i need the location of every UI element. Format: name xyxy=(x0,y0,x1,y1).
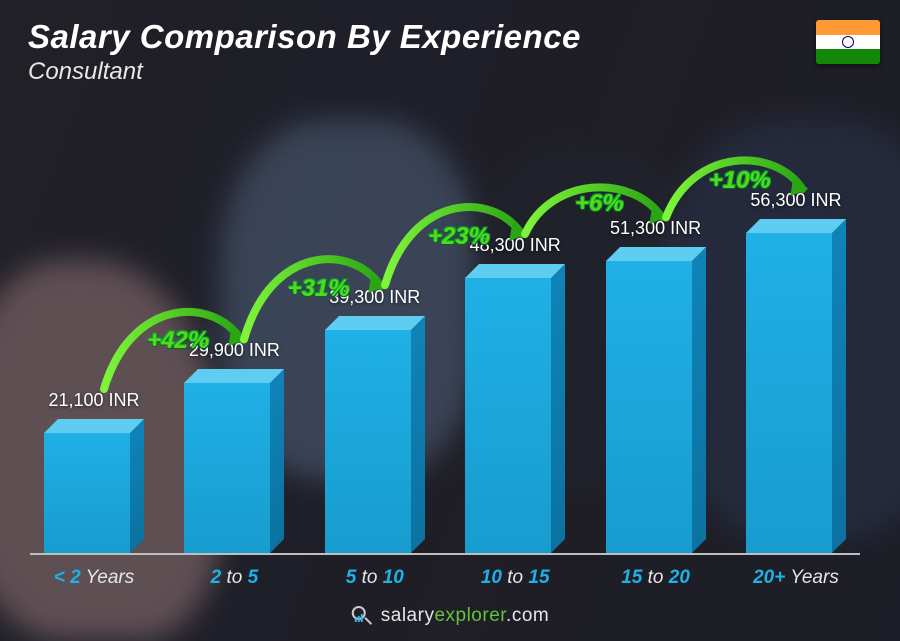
bar-wrap: 56,300 INR xyxy=(732,120,860,553)
wm-explorer: explorer xyxy=(434,605,506,626)
bar-top xyxy=(184,369,284,383)
bar-3d xyxy=(325,330,425,553)
bar-value-label: 48,300 INR xyxy=(470,235,561,256)
bar-wrap: 51,300 INR xyxy=(592,120,720,553)
x-axis-label: 10 to 15 xyxy=(451,567,579,589)
bar-3d xyxy=(184,383,284,553)
bar-value-label: 39,300 INR xyxy=(329,287,420,308)
bar-3d xyxy=(746,233,846,553)
x-axis-label: < 2 Years xyxy=(30,567,158,589)
logo-icon xyxy=(351,605,373,627)
bar-value-label: 51,300 INR xyxy=(610,218,701,239)
bar-top xyxy=(44,419,144,433)
bar-top xyxy=(746,219,846,233)
wm-dotcom: .com xyxy=(506,605,549,626)
title-block: Salary Comparison By Experience Consulta… xyxy=(28,18,581,86)
wm-salary: salary xyxy=(381,605,435,626)
flag-chakra-icon xyxy=(842,36,854,48)
page-title: Salary Comparison By Experience xyxy=(28,18,581,56)
bar-3d xyxy=(44,433,144,553)
bar-wrap: 48,300 INR xyxy=(451,120,579,553)
infographic-stage: Salary Comparison By Experience Consulta… xyxy=(0,0,900,641)
bar-wrap: 21,100 INR xyxy=(30,120,158,553)
bar-3d xyxy=(606,261,706,553)
bar-side xyxy=(130,419,144,553)
country-flag-india xyxy=(816,20,880,64)
bar-side xyxy=(411,316,425,553)
chart-baseline xyxy=(30,553,860,555)
bar-3d xyxy=(465,278,565,553)
bar-front xyxy=(44,433,130,553)
bar-value-label: 29,900 INR xyxy=(189,340,280,361)
bar-front xyxy=(325,330,411,553)
page-subtitle: Consultant xyxy=(28,58,581,86)
bar-front xyxy=(606,261,692,553)
bar-top xyxy=(465,264,565,278)
bar-front xyxy=(465,278,551,553)
watermark: salaryexplorer.com xyxy=(351,605,549,627)
bar-side xyxy=(270,369,284,553)
bar-wrap: 29,900 INR xyxy=(170,120,298,553)
bar-side xyxy=(551,264,565,553)
x-axis-label: 2 to 5 xyxy=(170,567,298,589)
bar-front xyxy=(184,383,270,553)
x-axis-labels: < 2 Years 2 to 5 5 to 10 10 to 15 15 to 20 20… xyxy=(30,567,860,589)
bar-front xyxy=(746,233,832,553)
bar-top xyxy=(325,316,425,330)
bar-side xyxy=(692,247,706,553)
x-axis-label: 15 to 20 xyxy=(592,567,720,589)
watermark-text: salaryexplorer.com xyxy=(381,605,549,627)
bars-container: 21,100 INR 29,900 INR 39,300 INR 48,300 INR… xyxy=(30,120,860,553)
bar-side xyxy=(832,219,846,553)
flag-stripe-green xyxy=(816,49,880,64)
x-axis-label: 5 to 10 xyxy=(311,567,439,589)
bar-value-label: 21,100 INR xyxy=(48,390,139,411)
bar-wrap: 39,300 INR xyxy=(311,120,439,553)
x-axis-label: 20+ Years xyxy=(732,567,860,589)
flag-stripe-saffron xyxy=(816,20,880,35)
bar-value-label: 56,300 INR xyxy=(750,190,841,211)
bar-top xyxy=(606,247,706,261)
salary-bar-chart: 21,100 INR 29,900 INR 39,300 INR 48,300 INR… xyxy=(30,120,860,555)
